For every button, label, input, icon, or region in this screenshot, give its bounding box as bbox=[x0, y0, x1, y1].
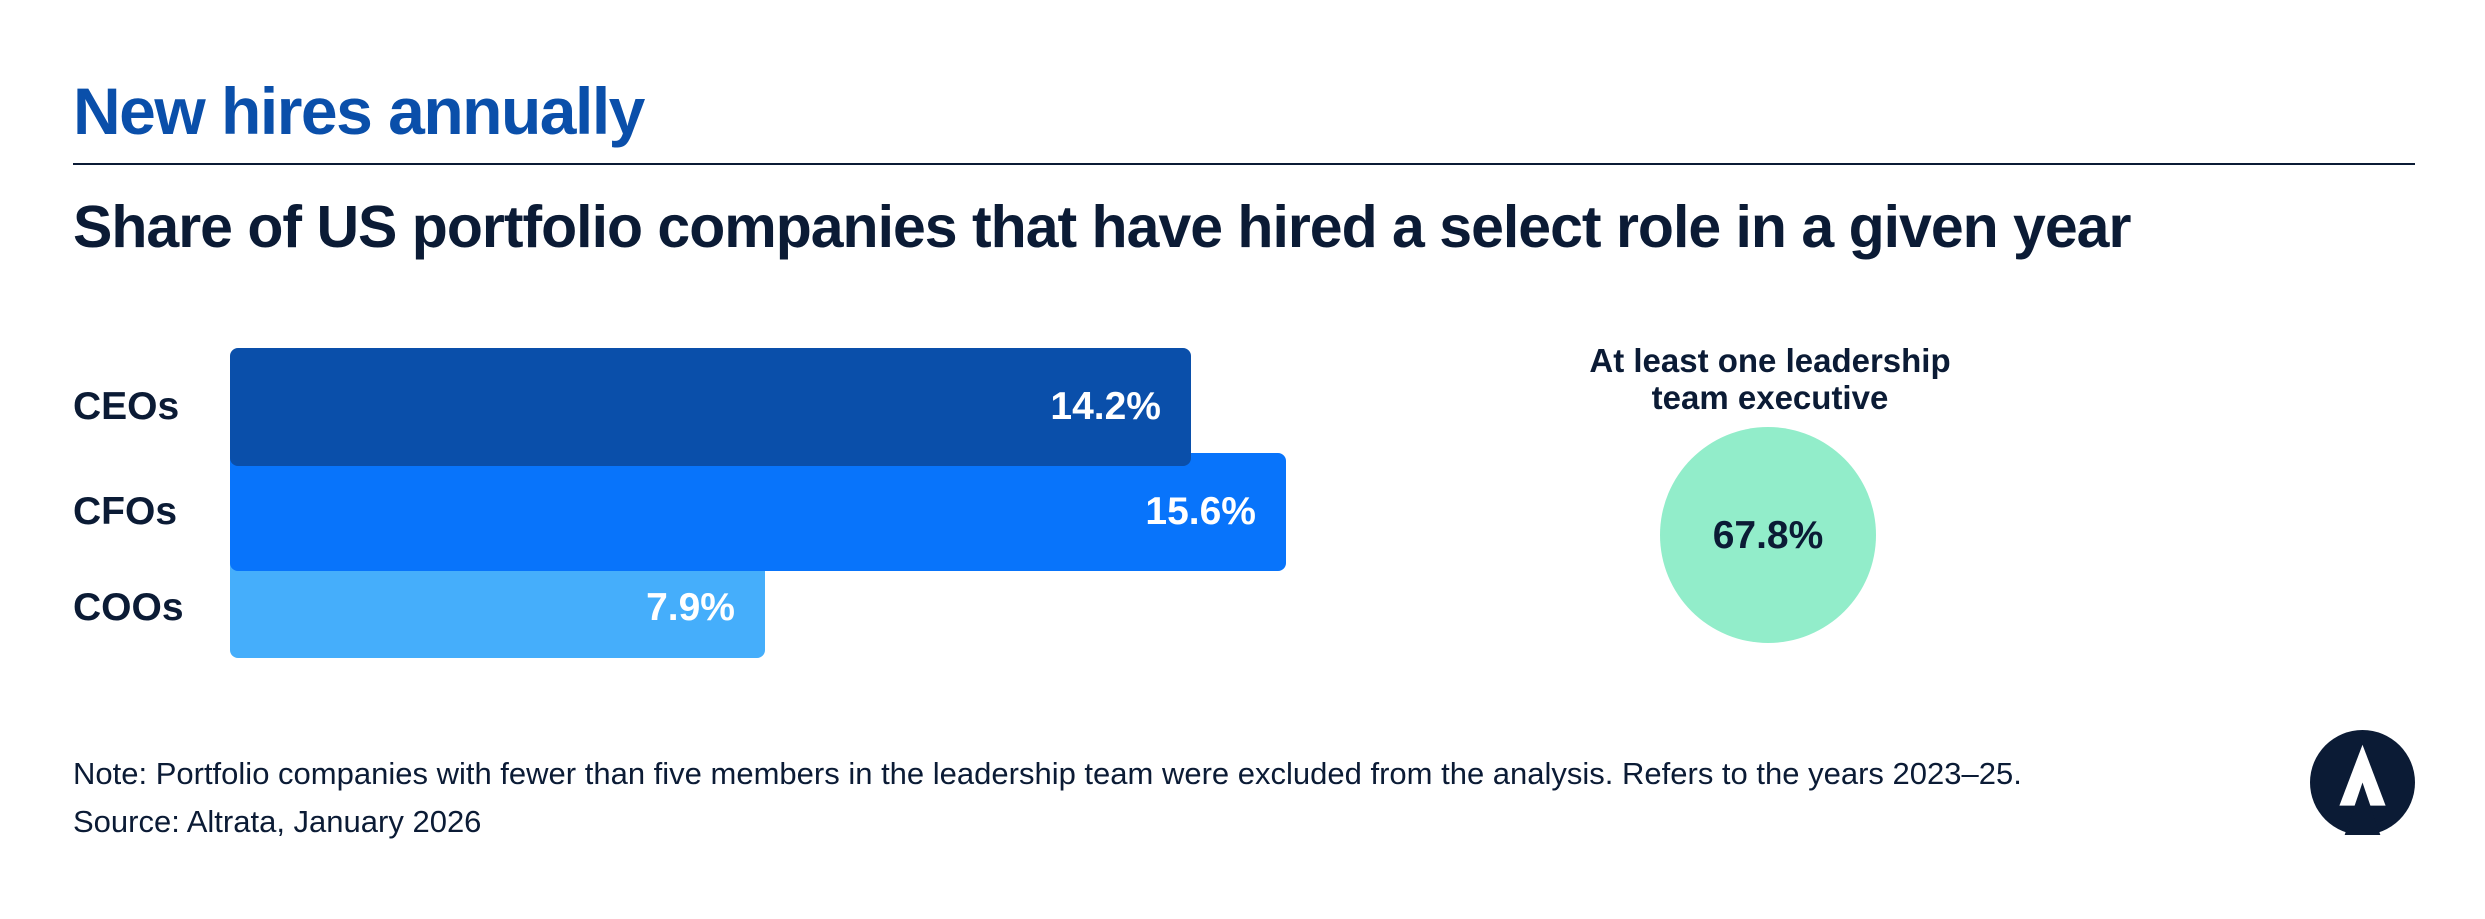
source-note: Source: Altrata, January 2026 bbox=[73, 804, 482, 839]
altrata-logo-icon bbox=[2310, 730, 2415, 835]
footnote: Note: Portfolio companies with fewer tha… bbox=[73, 756, 2022, 791]
callout-title-line-1: At least one leadership bbox=[1589, 342, 1951, 379]
header-divider bbox=[73, 163, 2415, 165]
bar-chart: CEOs 14.2% CFOs 15.6% COOs 7.9% bbox=[0, 330, 1320, 690]
callout-title-line-2: team executive bbox=[1651, 379, 1889, 416]
bar-value-coos: 7.9% bbox=[646, 586, 735, 629]
callout-value: 67.8% bbox=[1712, 513, 1824, 557]
callout-title: At least one leadership team executive bbox=[1520, 342, 2020, 416]
chart-subtitle: Share of US portfolio companies that hav… bbox=[73, 194, 2131, 260]
bar-value-ceos: 14.2% bbox=[1050, 385, 1161, 428]
bar-coos bbox=[230, 558, 765, 658]
bar-cfos bbox=[230, 453, 1286, 571]
chart-kicker-title: New hires annually bbox=[73, 74, 645, 148]
callout-circle: 67.8% bbox=[1660, 427, 1876, 643]
category-label-coos: COOs bbox=[73, 586, 184, 629]
bar-ceos bbox=[230, 348, 1191, 466]
bar-value-cfos: 15.6% bbox=[1145, 490, 1256, 533]
category-label-ceos: CEOs bbox=[73, 385, 180, 428]
category-label-cfos: CFOs bbox=[73, 490, 178, 533]
